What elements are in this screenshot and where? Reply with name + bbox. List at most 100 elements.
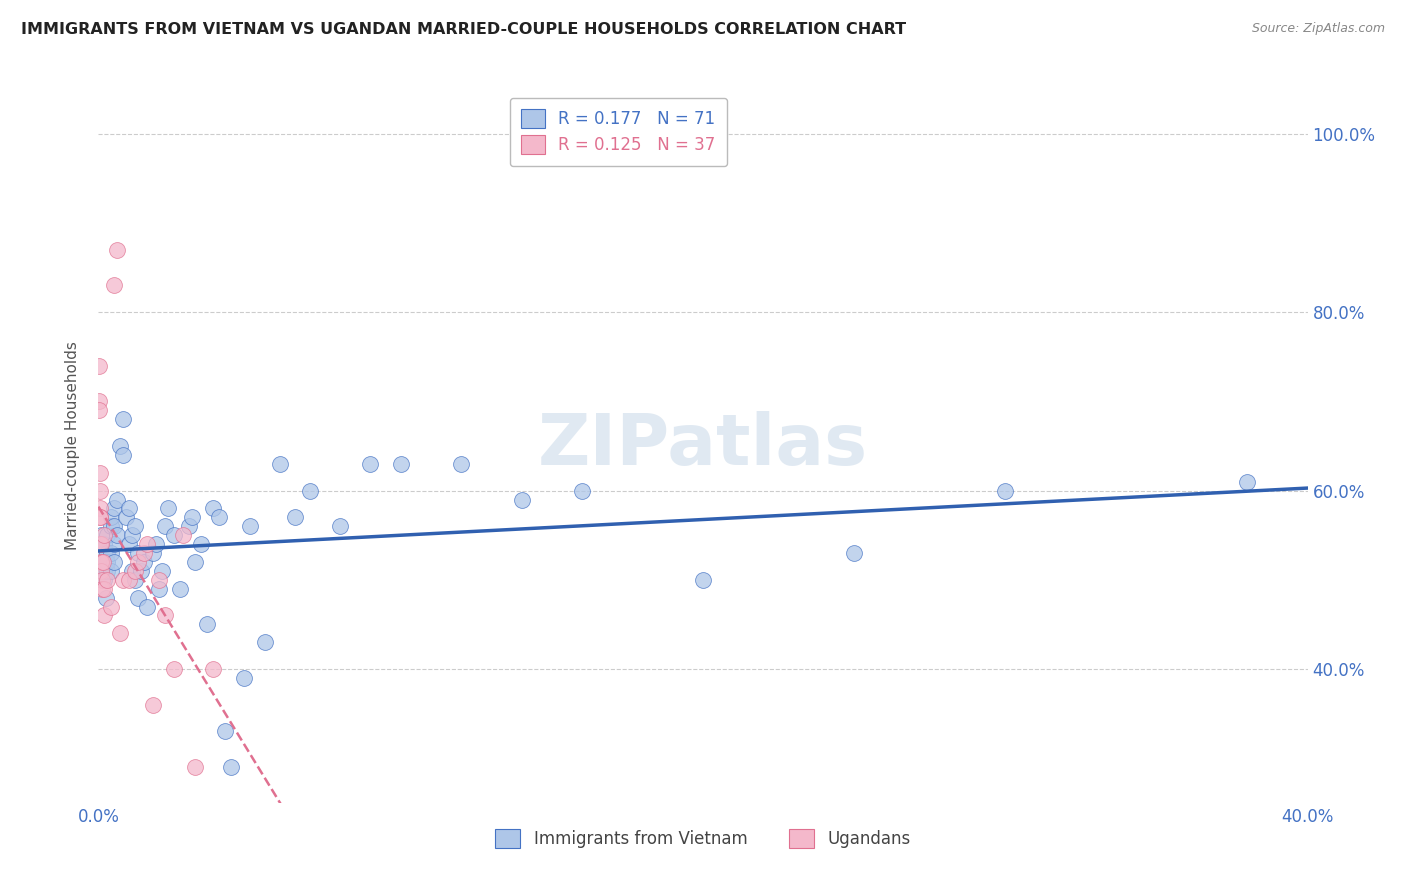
Point [90, 528, 112, 542]
Point [96, 546, 118, 560]
Point [135, 599, 157, 614]
Legend: Immigrants from Vietnam, Ugandans: Immigrants from Vietnam, Ugandans [489, 822, 917, 855]
Point [208, 510, 231, 524]
Point [169, 582, 191, 596]
Point [111, 448, 134, 462]
Point [103, 537, 125, 551]
Point [129, 564, 152, 578]
Point [121, 564, 143, 578]
Point [93, 608, 115, 623]
Point [89, 510, 111, 524]
Point [389, 457, 412, 471]
Point [172, 528, 194, 542]
Point [90, 537, 112, 551]
Point [127, 555, 149, 569]
Point [132, 555, 155, 569]
Point [135, 537, 157, 551]
Point [96, 564, 118, 578]
Point [232, 671, 254, 685]
Point [100, 564, 122, 578]
Point [153, 608, 176, 623]
Point [93, 537, 115, 551]
Point [103, 555, 125, 569]
Point [195, 617, 218, 632]
Point [96, 555, 118, 569]
Point [156, 501, 179, 516]
Point [121, 528, 143, 542]
Point [105, 243, 128, 257]
Point [90, 537, 112, 551]
Point [269, 457, 291, 471]
Point [93, 573, 115, 587]
Point [93, 528, 115, 542]
Point [90, 564, 112, 578]
Point [91, 555, 114, 569]
Point [105, 528, 128, 542]
Point [124, 564, 146, 578]
Point [124, 519, 146, 533]
Point [299, 483, 322, 498]
Point [89, 466, 111, 480]
Point [90, 555, 112, 569]
Point [93, 546, 115, 560]
Point [190, 537, 212, 551]
Point [184, 555, 207, 569]
Point [153, 519, 176, 533]
Point [89, 403, 111, 417]
Y-axis label: Married-couple Households: Married-couple Households [65, 342, 80, 550]
Point [202, 662, 225, 676]
Point [118, 501, 141, 516]
Point [89, 537, 111, 551]
Point [132, 546, 155, 560]
Point [253, 635, 276, 649]
Point [214, 724, 236, 739]
Point [142, 546, 165, 560]
Point [163, 528, 186, 542]
Point [100, 519, 122, 533]
Point [571, 483, 593, 498]
Point [108, 439, 131, 453]
Point [692, 573, 714, 587]
Point [150, 564, 173, 578]
Point [127, 546, 149, 560]
Point [360, 457, 382, 471]
Point [89, 510, 111, 524]
Point [96, 528, 118, 542]
Point [127, 591, 149, 605]
Point [94, 591, 117, 605]
Point [91, 564, 114, 578]
Point [118, 537, 141, 551]
Point [89, 359, 111, 373]
Point [103, 501, 125, 516]
Point [111, 412, 134, 426]
Point [142, 698, 165, 712]
Point [93, 582, 115, 596]
Point [100, 510, 122, 524]
Text: Source: ZipAtlas.com: Source: ZipAtlas.com [1251, 22, 1385, 36]
Point [145, 537, 167, 551]
Point [87, 394, 110, 409]
Point [239, 519, 262, 533]
Point [111, 573, 134, 587]
Point [221, 760, 243, 774]
Point [90, 555, 112, 569]
Point [96, 573, 118, 587]
Point [103, 519, 125, 533]
Point [90, 555, 112, 569]
Point [994, 483, 1017, 498]
Point [100, 546, 122, 560]
Point [202, 501, 225, 516]
Point [284, 510, 307, 524]
Point [181, 510, 204, 524]
Point [179, 519, 201, 533]
Point [89, 483, 111, 498]
Point [100, 599, 122, 614]
Point [163, 662, 186, 676]
Text: ZIPatlas: ZIPatlas [538, 411, 868, 481]
Point [184, 760, 207, 774]
Point [91, 582, 114, 596]
Point [108, 626, 131, 640]
Point [450, 457, 472, 471]
Point [510, 492, 533, 507]
Point [844, 546, 866, 560]
